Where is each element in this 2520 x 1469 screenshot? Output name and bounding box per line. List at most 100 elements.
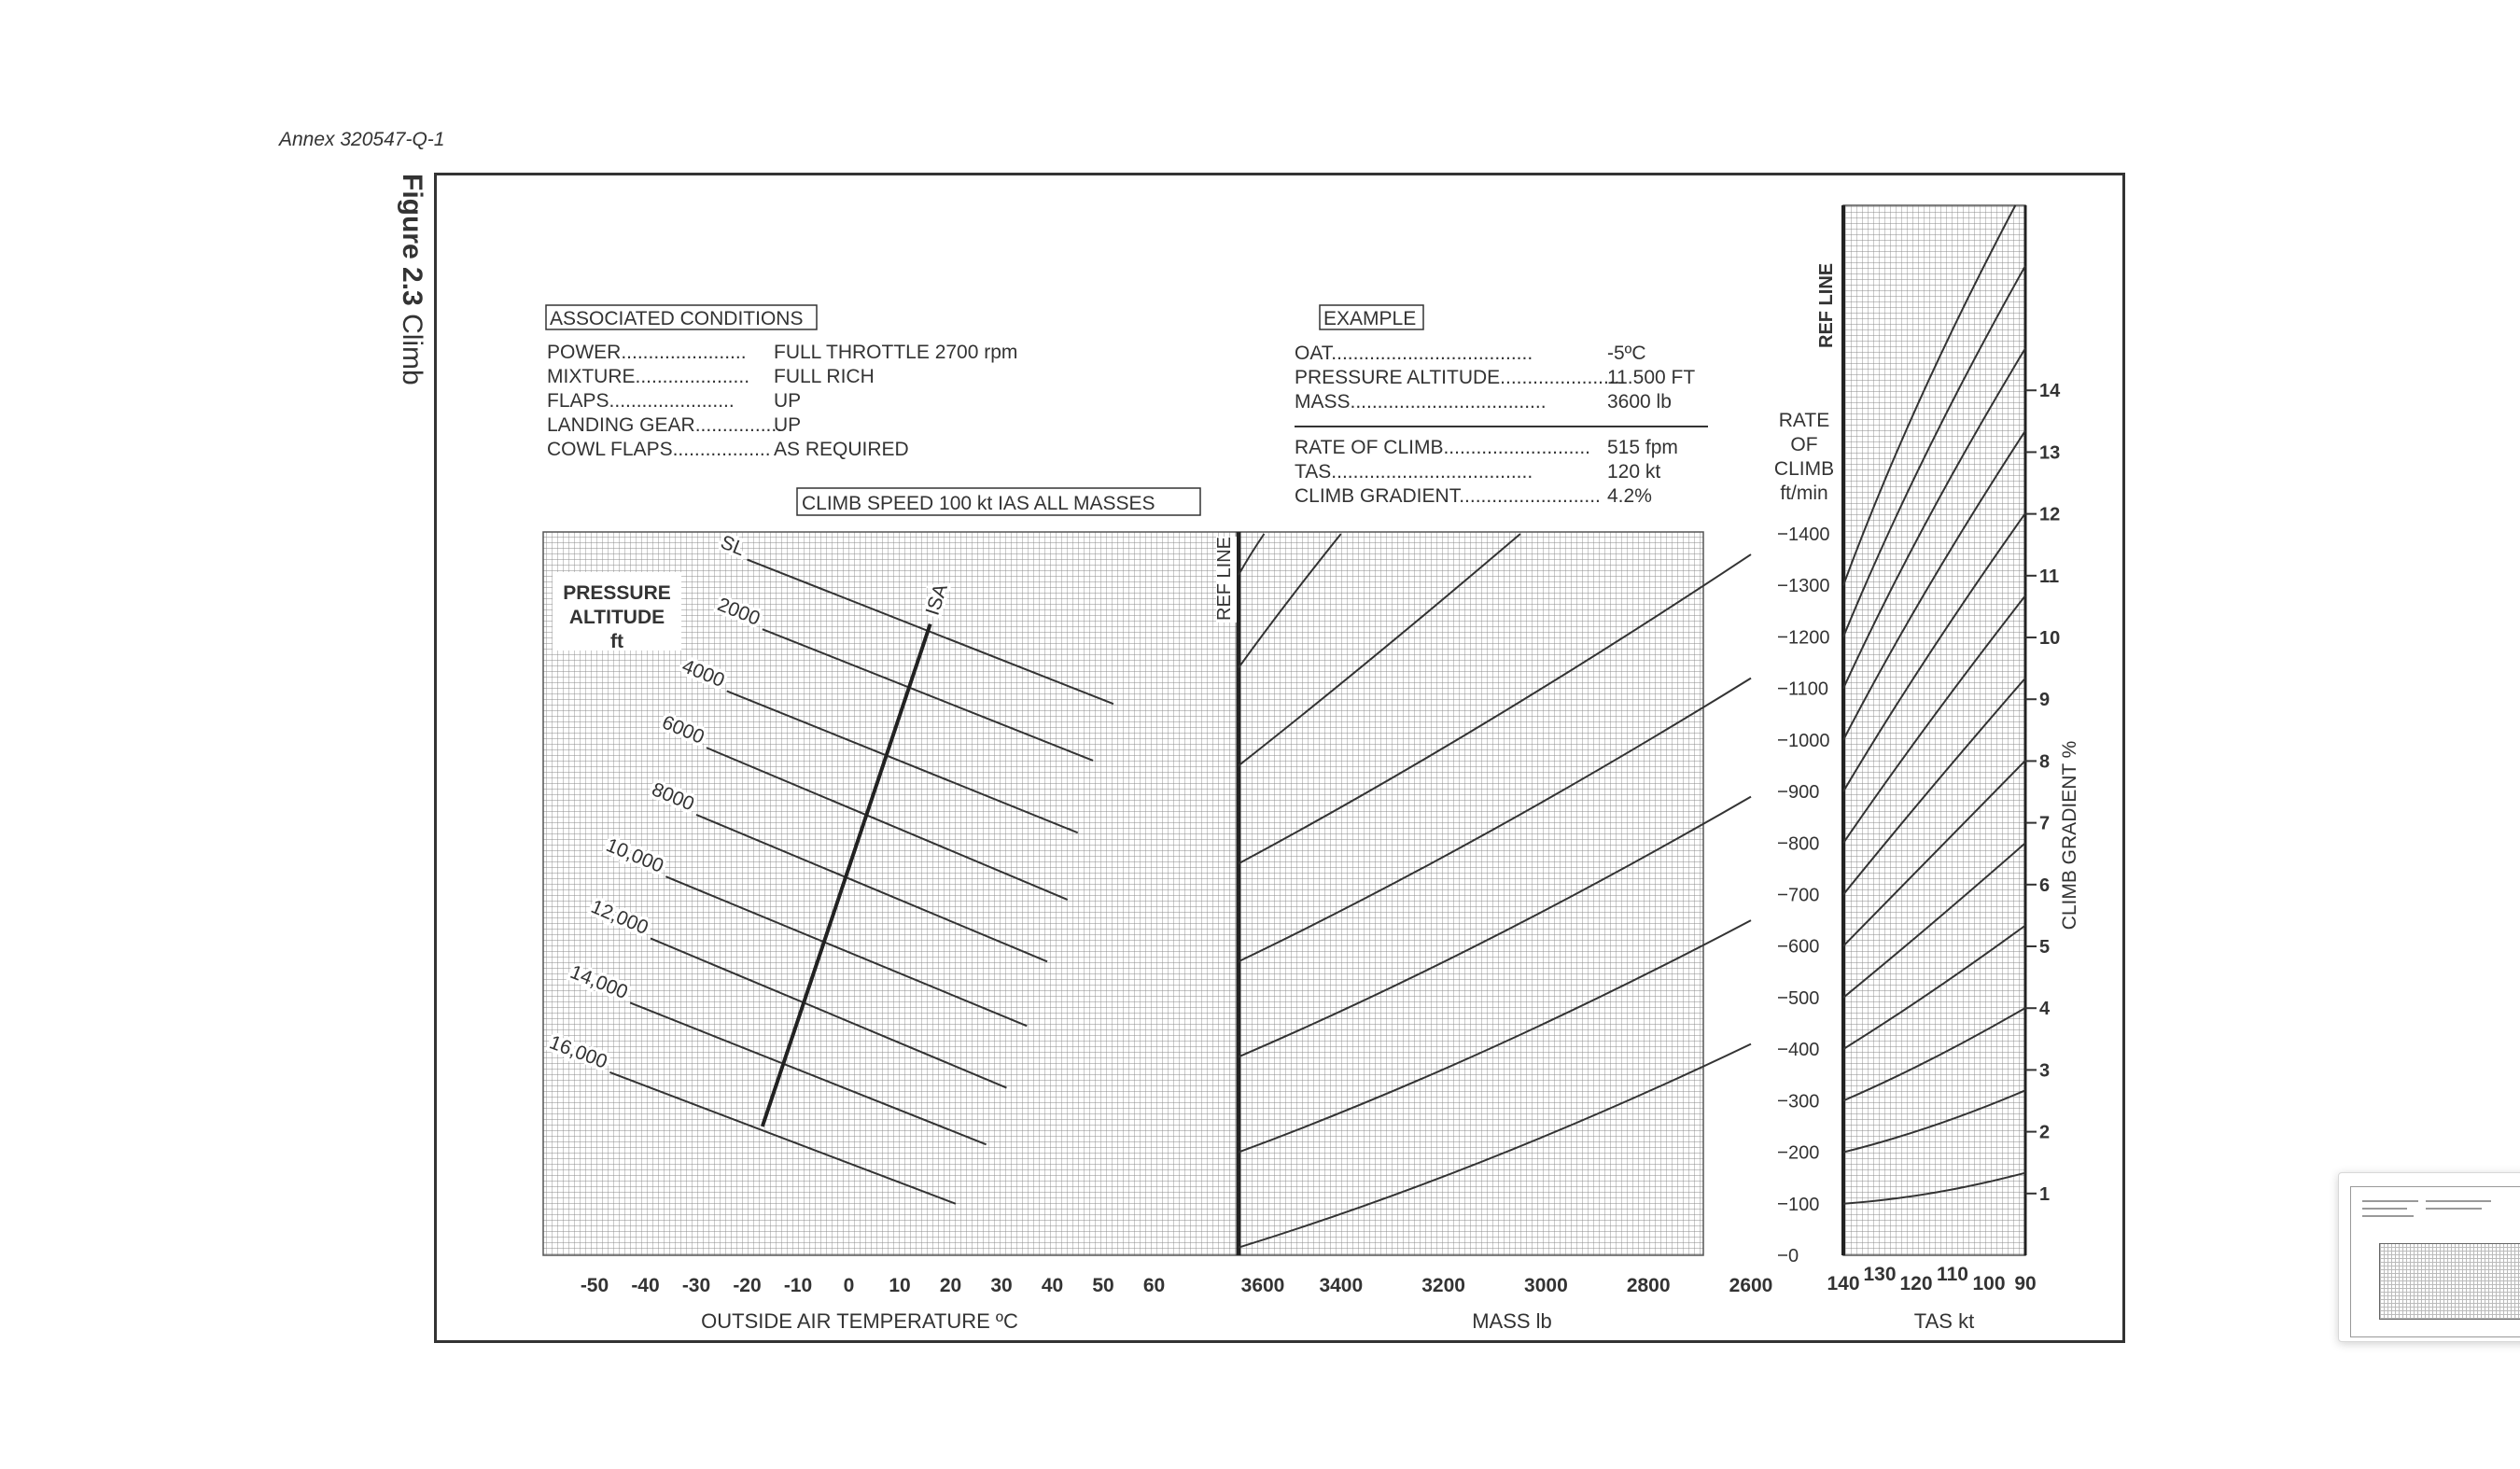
altitude-line	[695, 813, 1048, 963]
gradient-tick-label: 12	[2039, 505, 2060, 525]
tas-axis-label: TAS kt	[1914, 1309, 1974, 1333]
example-input-label: PRESSURE ALTITUDE.......................	[1295, 367, 1625, 388]
gradient-tick-label: 7	[2039, 814, 2050, 834]
example-input-value: 11.500 FT	[1607, 367, 1695, 388]
example-heading: EXAMPLE	[1323, 308, 1416, 329]
roc-tick-label: 1200	[1788, 627, 1830, 648]
thumbnail-page	[2350, 1186, 2520, 1337]
altitude-line	[706, 747, 1069, 901]
climb-chart: ASSOCIATED CONDITIONS POWER.............…	[542, 204, 2080, 1333]
oat-tick-label: -30	[682, 1275, 710, 1296]
oat-tick-label: 50	[1092, 1275, 1113, 1296]
gradient-tick-label: 6	[2039, 875, 2050, 896]
pressure-altitude-legend: PRESSURE ALTITUDE ft	[553, 572, 681, 652]
altitude-line	[762, 628, 1094, 762]
tas-curve	[1842, 595, 2026, 844]
gradient-tick-label: 13	[2039, 442, 2060, 463]
roc-axis-title: RATE	[1779, 410, 1829, 431]
altitude-line	[650, 937, 1007, 1089]
gradient-tick-label: 10	[2039, 628, 2060, 649]
oat-tick-label: 30	[990, 1275, 1012, 1296]
tas-tick-label: 110	[1937, 1264, 1968, 1285]
tas-tick-label: 90	[2014, 1273, 2036, 1294]
condition-value: UP	[774, 390, 801, 412]
altitude-line	[609, 1071, 957, 1205]
gradient-tick-label: 14	[2039, 381, 2061, 401]
roc-tick-label: 300	[1788, 1091, 1819, 1112]
climb-speed-box: CLIMB SPEED 100 kt IAS ALL MASSES	[796, 487, 1201, 516]
mass-panel: REF LINE 3600 3400 3200 3000 2800 2600 MASS lb	[1214, 532, 1772, 1333]
altitude-line	[747, 558, 1114, 706]
mass-curve	[1238, 553, 1752, 865]
mass-curve	[1238, 1042, 1752, 1249]
example-result-value: 120 kt	[1607, 461, 1660, 483]
mass-ref-label: REF LINE	[1214, 537, 1235, 621]
roc-tick-label: 1000	[1788, 731, 1830, 751]
roc-tick-label: 600	[1788, 937, 1819, 958]
gradient-tick-label: 5	[2039, 937, 2050, 958]
mass-curve	[1238, 795, 1752, 1058]
tas-ref-label: REF LINE	[1816, 263, 1837, 348]
example-result-value: 4.2%	[1607, 485, 1652, 507]
condition-value: FULL THROTTLE 2700 rpm	[774, 342, 1017, 363]
oat-tick-label: -50	[581, 1275, 609, 1296]
tas-curve	[1842, 677, 2026, 896]
gradient-tick-label: 9	[2039, 690, 2050, 710]
climb-speed-text: CLIMB SPEED 100 kt IAS ALL MASSES	[802, 493, 1155, 514]
gradient-tick-label: 2	[2039, 1123, 2050, 1143]
oat-tick-label: 20	[940, 1275, 961, 1296]
tas-curve	[1842, 760, 2026, 947]
oat-tick-label: 0	[844, 1275, 855, 1296]
mass-tick-label: 3400	[1319, 1275, 1363, 1296]
gradient-axis-label: CLIMB GRADIENT %	[2059, 741, 2080, 930]
altitude-line	[629, 1001, 987, 1146]
gradient-tick-label: 11	[2039, 567, 2059, 587]
tas-grid	[1842, 204, 2026, 1256]
gradient-tick-label: 4	[2039, 999, 2051, 1019]
gradient-tick-label: 1	[2039, 1184, 2050, 1205]
example-input-label: MASS....................................	[1295, 391, 1547, 413]
oat-tick-label: 40	[1042, 1275, 1063, 1296]
example: EXAMPLE OAT.............................…	[1295, 304, 1708, 507]
condition-label: MIXTURE.....................	[547, 366, 749, 387]
roc-tick-label: 0	[1788, 1246, 1799, 1266]
condition-label: LANDING GEAR................	[547, 414, 782, 436]
condition-label: POWER.......................	[547, 342, 747, 363]
roc-tick-label: 1300	[1788, 576, 1830, 596]
tas-curve	[1842, 1007, 2026, 1102]
roc-tick-label: 900	[1788, 782, 1819, 803]
mass-tick-label: 3200	[1421, 1275, 1465, 1296]
mass-curve	[1238, 677, 1752, 963]
roc-axis-title: ft/min	[1780, 483, 1827, 504]
condition-value: FULL RICH	[774, 366, 875, 387]
roc-tick-label: 1100	[1788, 679, 1828, 700]
temperature-grid	[542, 531, 1704, 1256]
example-input-label: OAT.....................................	[1295, 343, 1533, 364]
mass-axis-label: MASS lb	[1472, 1309, 1552, 1333]
oat-axis-label: OUTSIDE AIR TEMPERATURE ºC	[701, 1309, 1018, 1333]
roc-tick-label: 700	[1788, 886, 1819, 906]
gradient-tick-label: 3	[2039, 1060, 2050, 1081]
tas-curve	[1842, 347, 2026, 690]
tas-tick-label: 140	[1827, 1273, 1859, 1294]
oat-tick-label: 10	[889, 1275, 910, 1296]
oat-tick-label: -40	[631, 1275, 659, 1296]
oat-tick-label: 60	[1143, 1275, 1165, 1296]
gradient-tick-label: 8	[2039, 751, 2050, 772]
annex-label: Annex 320547-Q-1	[279, 129, 445, 150]
tas-curve	[1842, 204, 2017, 586]
altitude-line	[665, 875, 1028, 1028]
example-result-label: CLIMB GRADIENT..........................	[1295, 485, 1601, 507]
tas-curve	[1842, 1089, 2026, 1154]
conditions-heading: ASSOCIATED CONDITIONS	[550, 308, 803, 329]
associated-conditions: ASSOCIATED CONDITIONS POWER.............…	[545, 304, 1017, 460]
mass-tick-label: 2800	[1627, 1275, 1671, 1296]
figure-title: Figure 2.3 Climb	[392, 174, 439, 416]
legend-line-1: PRESSURE	[563, 582, 671, 604]
mass-curve	[1238, 919, 1752, 1154]
altitude-line	[726, 690, 1079, 834]
example-result-value: 515 fpm	[1607, 437, 1678, 458]
mass-curve	[1238, 533, 1342, 669]
tas-curve	[1842, 842, 2026, 999]
page-thumbnail[interactable]	[2338, 1172, 2520, 1342]
